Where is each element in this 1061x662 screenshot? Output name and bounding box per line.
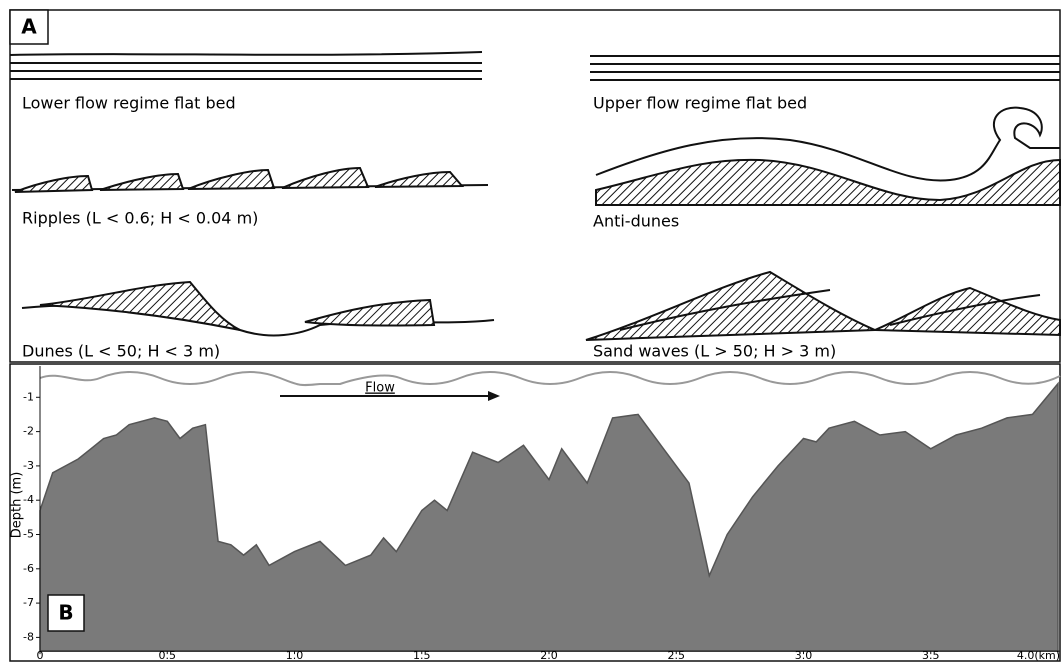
bedform-label: Sand waves (L > 50; H > 3 m) [593, 342, 836, 361]
bedform-label: Dunes (L < 50; H < 3 m) [22, 342, 220, 361]
panel-label: B [58, 601, 73, 625]
x-tick-label: 0.5 [159, 649, 177, 662]
y-tick-label: -3 [23, 459, 34, 472]
y-tick-label: -2 [23, 425, 34, 438]
x-tick-label: 1.0 [286, 649, 304, 662]
y-tick-label: -8 [23, 630, 34, 643]
x-tick-label: 2.5 [668, 649, 686, 662]
bedform-label: Anti-dunes [593, 212, 679, 231]
annotation: Flow [365, 381, 395, 396]
y-tick-label: -7 [23, 596, 34, 609]
panel-label: A [21, 15, 37, 39]
x-tick-label: 1.5 [413, 649, 431, 662]
x-tick-label: 0 [37, 649, 44, 662]
panel-a: A Lower flow regime flat bed Upper flow … [10, 10, 1060, 362]
y-tick-label: -1 [23, 390, 34, 403]
x-tick-label: 3.0 [795, 649, 813, 662]
bedform-label: Ripples (L < 0.6; H < 0.04 m) [22, 209, 258, 228]
bedform-label: Lower flow regime flat bed [22, 94, 236, 113]
figure: A Lower flow regime flat bed Upper flow … [0, 0, 1061, 662]
y-tick-label: -4 [23, 493, 34, 506]
bedform-label: Upper flow regime flat bed [593, 94, 807, 113]
y-tick-label: -6 [23, 562, 34, 575]
x-tick-label: 3.5 [922, 649, 940, 662]
y-tick-label: -5 [23, 528, 34, 541]
x-tick-label: 2.0 [540, 649, 558, 662]
x-tick-label: 4.0(km) [1017, 649, 1060, 662]
